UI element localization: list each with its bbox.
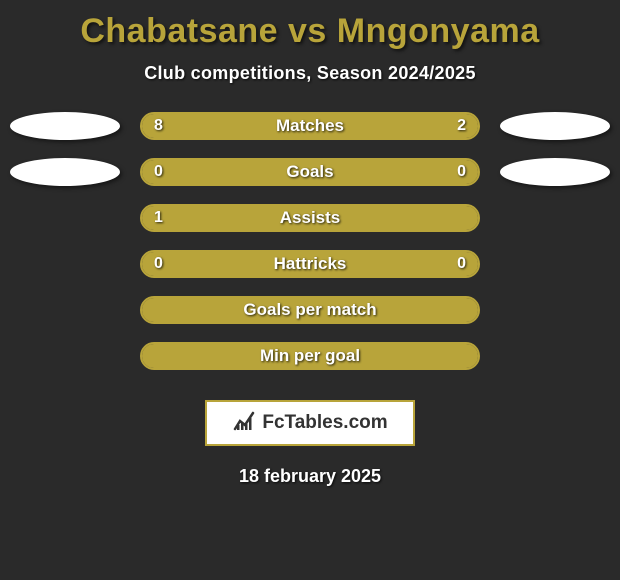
bar-fill-right bbox=[411, 114, 478, 138]
left-badge bbox=[10, 158, 120, 186]
bar-value-left: 0 bbox=[154, 163, 163, 181]
bar-label: Goals bbox=[286, 162, 333, 182]
stat-bar: 8 2 Matches bbox=[140, 112, 480, 140]
bar-label: Min per goal bbox=[260, 346, 360, 366]
bar-value-left: 1 bbox=[154, 209, 163, 227]
stat-bar: 1 Assists bbox=[140, 204, 480, 232]
right-badge bbox=[500, 112, 610, 140]
bar-value-left: 0 bbox=[154, 255, 163, 273]
bar-label: Matches bbox=[276, 116, 344, 136]
bar-value-right: 0 bbox=[457, 255, 466, 273]
right-badge bbox=[500, 158, 610, 186]
stat-row: 0 0 Hattricks bbox=[10, 250, 610, 278]
page-title: Chabatsane vs Mngonyama bbox=[0, 8, 620, 63]
bar-value-right: 2 bbox=[457, 117, 466, 135]
stat-bar: Min per goal bbox=[140, 342, 480, 370]
footer-logo-text: FcTables.com bbox=[262, 412, 387, 434]
stat-bar: 0 0 Goals bbox=[140, 158, 480, 186]
bar-label: Hattricks bbox=[274, 254, 347, 274]
bar-label: Assists bbox=[280, 208, 340, 228]
chart-icon bbox=[232, 409, 256, 438]
stat-row: Min per goal bbox=[10, 342, 610, 370]
stat-row: 8 2 Matches bbox=[10, 112, 610, 140]
bar-label: Goals per match bbox=[243, 300, 376, 320]
stat-bar: Goals per match bbox=[140, 296, 480, 324]
infographic-container: Chabatsane vs Mngonyama Club competition… bbox=[0, 0, 620, 487]
subtitle: Club competitions, Season 2024/2025 bbox=[0, 63, 620, 84]
footer-date: 18 february 2025 bbox=[0, 466, 620, 487]
stat-row: 0 0 Goals bbox=[10, 158, 610, 186]
stat-rows: 8 2 Matches 0 0 Goals 1 Assists 0 0 Hattricks Goals… bbox=[0, 112, 620, 370]
bar-value-left: 8 bbox=[154, 117, 163, 135]
stat-row: 1 Assists bbox=[10, 204, 610, 232]
left-badge bbox=[10, 112, 120, 140]
bar-value-right: 0 bbox=[457, 163, 466, 181]
stat-bar: 0 0 Hattricks bbox=[140, 250, 480, 278]
footer-logo: FcTables.com bbox=[205, 400, 415, 446]
stat-row: Goals per match bbox=[10, 296, 610, 324]
